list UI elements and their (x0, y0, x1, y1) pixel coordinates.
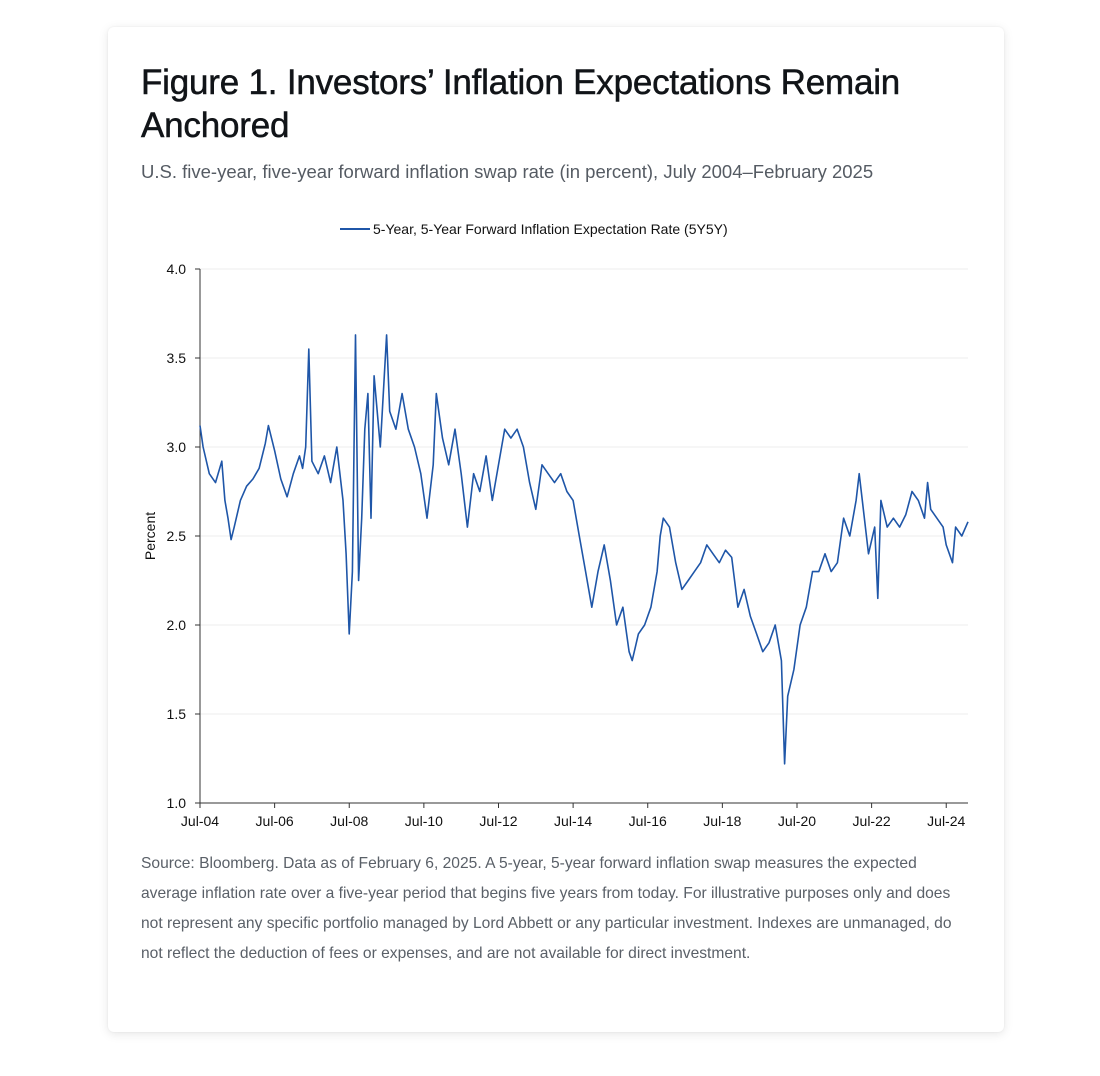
x-tick-label: Jul-04 (181, 813, 219, 827)
series-line-5y5y (199, 334, 969, 765)
x-axis-ticks: Jul-04 Jul-06 Jul-08 Jul-10 Jul-12 Jul-14 Jul-… (181, 803, 966, 827)
plot-area (199, 334, 969, 765)
y-axis-ticks: 1.0 1.5 2.0 2.5 3.0 3.5 4.0 (167, 261, 200, 811)
figure-subtitle: U.S. five-year, five-year forward inflat… (141, 161, 874, 182)
legend-label: 5-Year, 5-Year Forward Inflation Expecta… (373, 221, 728, 237)
y-tick-label: 1.5 (167, 706, 187, 722)
x-tick-label: Jul-06 (256, 813, 294, 827)
x-tick-label: Jul-14 (554, 813, 592, 827)
chart-gridlines (200, 268, 968, 804)
y-tick-label: 3.0 (167, 439, 187, 455)
y-tick-label: 4.0 (167, 261, 187, 277)
y-axis-title: Percent (142, 512, 158, 560)
y-tick-label: 3.5 (167, 350, 187, 366)
x-tick-label: Jul-12 (479, 813, 517, 827)
chart-legend: 5-Year, 5-Year Forward Inflation Expecta… (340, 221, 728, 237)
y-tick-label: 2.5 (167, 528, 187, 544)
figure-title: Figure 1. Investors’ Inflation Expectati… (141, 63, 901, 146)
figure-card: Figure 1. Investors’ Inflation Expectati… (108, 27, 1004, 1032)
x-tick-label: Jul-08 (330, 813, 368, 827)
y-tick-label: 1.0 (167, 795, 187, 811)
y-tick-label: 2.0 (167, 617, 187, 633)
x-tick-label: Jul-24 (927, 813, 965, 827)
line-chart: 5-Year, 5-Year Forward Inflation Expecta… (142, 221, 969, 827)
x-tick-label: Jul-22 (853, 813, 891, 827)
x-tick-label: Jul-20 (778, 813, 816, 827)
x-tick-label: Jul-10 (405, 813, 443, 827)
source-note: Source: Bloomberg. Data as of February 6… (141, 855, 952, 962)
x-tick-label: Jul-16 (629, 813, 667, 827)
x-tick-label: Jul-18 (703, 813, 741, 827)
